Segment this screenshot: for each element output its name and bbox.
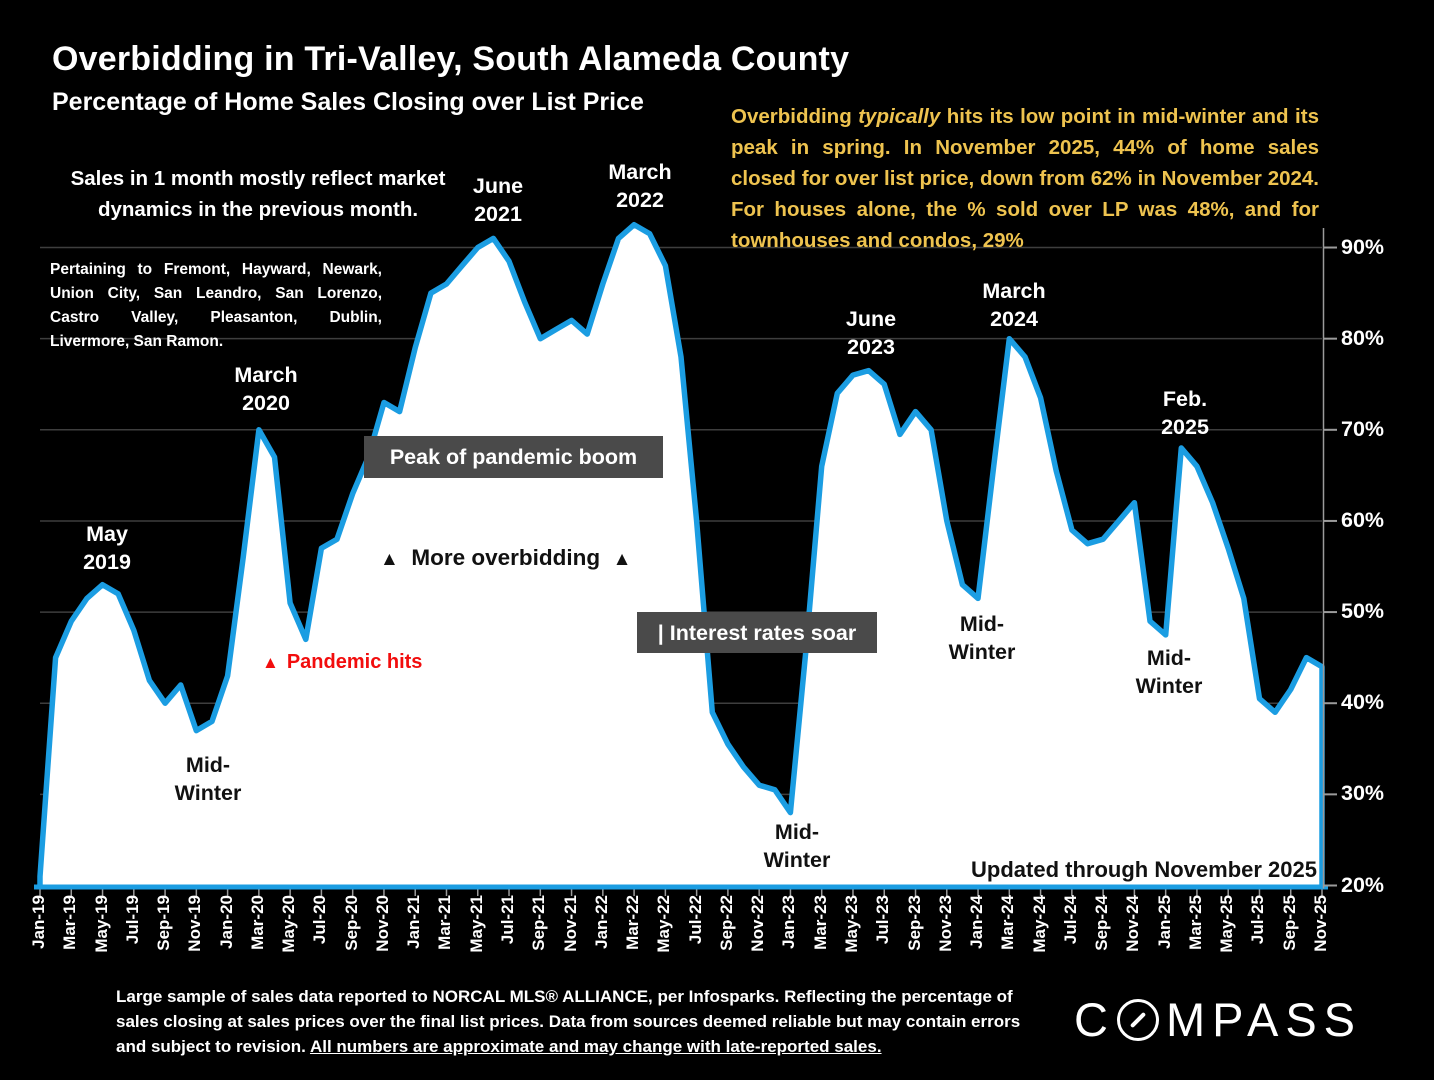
x-axis-label: Nov-25	[1311, 895, 1330, 952]
x-axis-label: Mar-25	[1185, 895, 1205, 950]
y-axis-label: 50%	[1341, 599, 1385, 624]
x-axis-label: Sep-24	[1092, 895, 1112, 951]
logo-letters-mpass: MPASS	[1165, 993, 1363, 1046]
x-axis-label: May-22	[654, 895, 674, 953]
x-axis-label: Sep-25	[1279, 895, 1299, 951]
annotation-mid-winter-2025: Mid-Winter	[1135, 646, 1203, 698]
x-axis-label: Jul-24	[1060, 895, 1080, 945]
annotation-june-2023: June 2023	[845, 307, 897, 359]
x-axis-label: Mar-24	[998, 895, 1018, 950]
x-axis-label: Nov-23	[935, 895, 955, 952]
area-fill	[40, 224, 1322, 886]
y-axis-label: 70%	[1341, 416, 1385, 441]
up-triangle-icon: ▲	[380, 549, 399, 570]
x-axis-label: May-20	[279, 895, 299, 953]
footer-text: Large sample of sales data reported to N…	[116, 987, 1021, 1056]
note-text: Sales in 1 month mostly reflect market d…	[70, 167, 446, 221]
x-axis-label: Sep-21	[529, 895, 549, 951]
x-axis-label: May-24	[1029, 895, 1049, 953]
y-axis-label: 40%	[1341, 690, 1385, 715]
x-axis-label: Sep-23	[904, 895, 924, 951]
x-axis-label: Nov-24	[1123, 895, 1143, 952]
up-triangle-icon: ▲	[262, 653, 279, 672]
more-overbidding-label: More overbidding	[411, 545, 601, 570]
y-axis-label: 60%	[1341, 507, 1385, 532]
compass-needle-icon	[1129, 1011, 1147, 1028]
x-axis-label: Nov-19	[185, 895, 205, 952]
x-axis-label: May-21	[466, 895, 486, 953]
x-axis-label: Jul-19	[122, 895, 142, 945]
y-axis-label: 80%	[1341, 325, 1385, 350]
x-axis-label: Nov-20	[372, 895, 392, 952]
data-line	[37, 221, 1325, 889]
annotation-mid-winter-2024: Mid-Winter	[948, 612, 1016, 664]
x-axis-label: Mar-21	[435, 895, 455, 950]
x-axis-label: Sep-19	[154, 895, 174, 951]
compass-o-icon	[1116, 998, 1159, 1041]
annotation-march-2022: March 2022	[608, 160, 672, 212]
annotation-march-2020: March 2020	[234, 363, 298, 415]
annotation-peak-pandemic-boom: Peak of pandemic boom	[364, 436, 663, 478]
up-triangle-icon: ▲	[612, 549, 632, 570]
x-axis-label: Jan-24	[967, 895, 987, 949]
annotation-more-overbidding: ▲ More overbidding ▲	[380, 544, 631, 574]
x-axis-label: Mar-23	[810, 895, 830, 950]
x-axis-label: Jul-20	[310, 895, 330, 945]
region-note: Pertaining to Fremont, Hayward, Newark, …	[50, 261, 382, 350]
annotation-may-2019: May 2019	[83, 522, 131, 574]
annotation-interest-rates-soar: | Interest rates soar	[637, 612, 877, 653]
summary-text: Overbidding typically hits its low point…	[731, 101, 1319, 256]
chart-title: Overbidding in Tri-Valley, South Alameda…	[52, 40, 850, 78]
footer-disclaimer: All numbers are approximate and may chan…	[309, 1037, 882, 1056]
summary-emphasis: typically	[858, 105, 941, 128]
footer-note: Large sample of sales data reported to N…	[116, 984, 1024, 1059]
annotation-mid-winter-2023: Mid-Winter	[763, 820, 831, 872]
annotation-pandemic-hits: ▲ Pandemic hits	[262, 648, 422, 677]
x-axis-label: Jan-25	[1154, 895, 1174, 949]
x-axis-label: Jul-23	[873, 895, 893, 945]
x-axis-label: Jul-21	[498, 895, 518, 945]
x-axis-label: May-25	[1217, 895, 1237, 953]
x-axis-label: Jan-21	[404, 895, 424, 949]
x-axis-label: May-23	[841, 895, 861, 953]
annotation-mid-winter-2019: Mid-Winter	[174, 753, 242, 805]
x-axis-label: Sep-22	[716, 895, 736, 951]
summary-rest: hits its low point in mid-winter and its…	[731, 105, 1319, 252]
summary-lead: Overbidding	[731, 105, 859, 128]
pandemic-hits-label: Pandemic hits	[286, 651, 423, 673]
compass-logo: C MPASS	[1074, 992, 1362, 1047]
y-axis-label: 20%	[1341, 872, 1385, 897]
x-axis-label: Jan-20	[216, 895, 236, 949]
annotation-june-2021: June 2021	[472, 174, 524, 226]
x-axis-label: Jan-22	[591, 895, 611, 949]
x-axis-label: Mar-20	[247, 895, 267, 950]
x-axis-label: Nov-22	[748, 895, 768, 952]
x-axis-label: Jul-22	[685, 895, 705, 945]
x-axis-label: Nov-21	[560, 895, 580, 952]
annotation-updated-through: Updated through November 2025	[971, 857, 1317, 882]
x-axis-label: Jan-19	[29, 895, 48, 949]
annotation-march-2024: March 2024	[982, 279, 1046, 331]
x-axis-label: Jan-23	[779, 895, 799, 949]
x-axis-label: Mar-22	[623, 895, 643, 950]
chart-subtitle: Percentage of Home Sales Closing over Li…	[52, 88, 644, 116]
x-axis-label: Sep-20	[341, 895, 361, 951]
logo-letter-c: C	[1074, 993, 1115, 1046]
annotation-feb-2025: Feb. 2025	[1161, 387, 1209, 439]
x-axis-label: May-19	[91, 895, 111, 953]
y-axis-label: 30%	[1341, 781, 1385, 806]
x-axis-label: Jul-25	[1248, 895, 1268, 945]
y-axis-label: 90%	[1341, 234, 1385, 259]
x-axis-label: Mar-19	[60, 895, 80, 950]
